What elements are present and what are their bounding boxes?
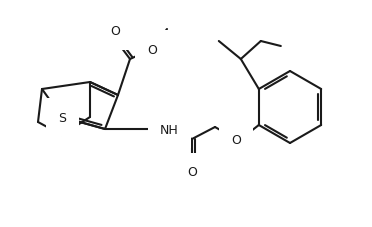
Text: S: S xyxy=(58,111,66,124)
Text: O: O xyxy=(110,25,120,38)
Text: O: O xyxy=(231,133,241,146)
Text: NH: NH xyxy=(160,123,179,136)
Text: O: O xyxy=(187,165,197,178)
Text: O: O xyxy=(147,43,157,56)
